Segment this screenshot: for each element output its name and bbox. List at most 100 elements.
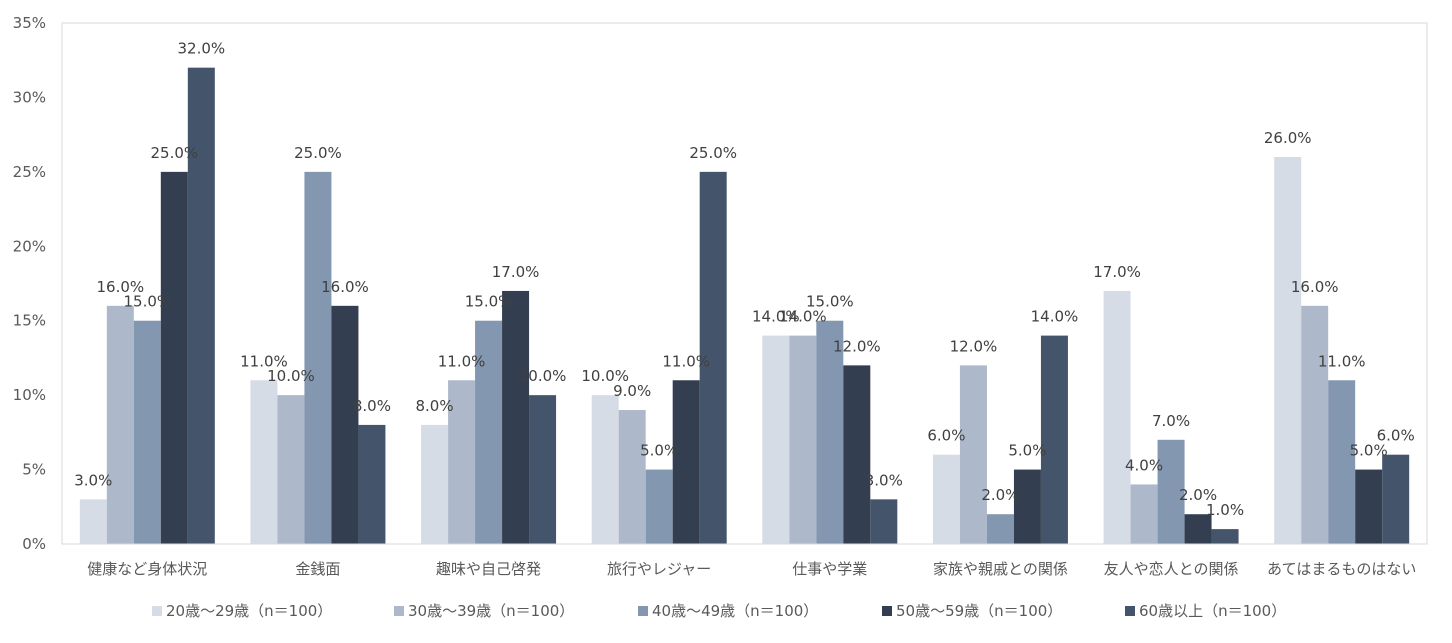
- bar: [1130, 484, 1158, 544]
- legend-label: 50歳～59歳（n＝100）: [896, 602, 1062, 620]
- bar: [591, 395, 619, 544]
- bar: [358, 424, 386, 544]
- data-label: 15.0%: [465, 293, 513, 311]
- y-tick-label: 30%: [13, 88, 46, 106]
- x-tick-label: 友人や恋人との関係: [1104, 560, 1239, 578]
- legend-swatch: [882, 606, 892, 616]
- x-tick-label: 趣味や自己啓発: [436, 560, 541, 578]
- x-tick-label: 旅行やレジャー: [607, 560, 711, 578]
- legend-label: 30歳～39歳（n＝100）: [408, 602, 574, 620]
- data-label: 11.0%: [662, 352, 710, 370]
- bar: [699, 171, 727, 544]
- data-label: 11.0%: [438, 352, 486, 370]
- legend-swatch: [638, 606, 648, 616]
- bar: [421, 424, 449, 544]
- bar: [789, 335, 817, 544]
- bar: [672, 380, 700, 544]
- bars: [79, 67, 1410, 545]
- data-label: 17.0%: [1093, 263, 1141, 281]
- x-tick-label: あてはまるものはない: [1267, 560, 1416, 578]
- data-label: 12.0%: [833, 337, 881, 355]
- bar: [1211, 529, 1239, 544]
- data-label: 8.0%: [416, 397, 454, 415]
- bar: [870, 499, 898, 544]
- bar: [816, 320, 844, 544]
- data-label: 32.0%: [177, 40, 225, 58]
- data-label: 10.0%: [267, 367, 315, 385]
- legend-label: 20歳～29歳（n＝100）: [166, 602, 332, 620]
- legend-swatch: [1125, 606, 1135, 616]
- bar: [106, 305, 134, 544]
- bar: [1301, 305, 1329, 544]
- bar: [277, 395, 305, 544]
- data-label: 10.0%: [519, 367, 567, 385]
- data-label: 26.0%: [1264, 129, 1312, 147]
- bar: [1355, 469, 1383, 544]
- y-tick-label: 10%: [13, 386, 46, 404]
- bar: [448, 380, 476, 544]
- legend-label: 60歳以上（n＝100）: [1139, 602, 1286, 620]
- data-label: 5.0%: [1350, 442, 1388, 460]
- x-tick-label: 健康など身体状況: [87, 560, 207, 578]
- data-label: 10.0%: [581, 367, 629, 385]
- data-label: 6.0%: [1377, 427, 1415, 445]
- bar: [502, 290, 530, 544]
- data-label: 3.0%: [74, 471, 112, 489]
- data-label: 14.0%: [752, 308, 800, 326]
- y-tick-label: 35%: [13, 14, 46, 32]
- bar: [475, 320, 503, 544]
- data-label: 15.0%: [806, 293, 854, 311]
- data-label: 17.0%: [492, 263, 540, 281]
- data-label: 14.0%: [1031, 308, 1079, 326]
- bar: [1184, 514, 1212, 544]
- bar: [1274, 156, 1302, 544]
- legend-swatch: [152, 606, 162, 616]
- x-tick-label: 家族や親戚との関係: [933, 560, 1068, 578]
- bar: [843, 365, 871, 544]
- y-tick-label: 25%: [13, 163, 46, 181]
- data-label: 7.0%: [1152, 412, 1190, 430]
- bar: [1157, 439, 1185, 544]
- data-label: 5.0%: [640, 442, 678, 460]
- data-labels: 3.0% 16.0% 15.0% 25.0% 32.0% 11.0% 10.0% 25.0% 1…: [74, 40, 1414, 519]
- data-label: 11.0%: [1318, 352, 1366, 370]
- data-label: 25.0%: [689, 144, 737, 162]
- y-tick-label: 5%: [22, 461, 46, 479]
- data-label: 3.0%: [865, 471, 903, 489]
- bar: [932, 454, 960, 544]
- data-label: 4.0%: [1125, 456, 1163, 474]
- bar: [304, 171, 332, 544]
- data-label: 6.0%: [927, 427, 965, 445]
- data-label: 8.0%: [353, 397, 391, 415]
- bar: [331, 305, 359, 544]
- bar: [1382, 454, 1410, 544]
- data-label: 16.0%: [1291, 278, 1339, 296]
- y-tick-label: 0%: [22, 535, 46, 553]
- legend-swatch: [394, 606, 404, 616]
- data-label: 25.0%: [150, 144, 198, 162]
- bar: [133, 320, 161, 544]
- bar: [1103, 290, 1131, 544]
- data-label: 2.0%: [1179, 486, 1217, 504]
- bar: [250, 380, 278, 544]
- bar: [79, 499, 107, 544]
- data-label: 5.0%: [1008, 442, 1046, 460]
- bar: [1040, 335, 1068, 544]
- x-axis: 健康など身体状況 金銭面 趣味や自己啓発 旅行やレジャー 仕事や学業 家族や親戚との関係 友…: [62, 543, 1427, 578]
- bar: [959, 365, 987, 544]
- bar: [529, 395, 557, 544]
- y-tick-label: 15%: [13, 312, 46, 330]
- bar: [187, 67, 215, 545]
- bar: [1013, 469, 1041, 544]
- bar: [986, 514, 1014, 544]
- data-label: 2.0%: [981, 486, 1019, 504]
- bar: [618, 410, 646, 544]
- y-axis: 0% 5% 10% 15% 20% 25% 30% 35%: [13, 14, 46, 553]
- bar: [645, 469, 673, 544]
- data-label: 1.0%: [1206, 501, 1244, 519]
- bar: [1328, 380, 1356, 544]
- x-tick-label: 金銭面: [295, 560, 340, 578]
- legend: 20歳～29歳（n＝100） 30歳～39歳（n＝100） 40歳～49歳（n＝10…: [152, 602, 1286, 620]
- bar: [160, 171, 188, 544]
